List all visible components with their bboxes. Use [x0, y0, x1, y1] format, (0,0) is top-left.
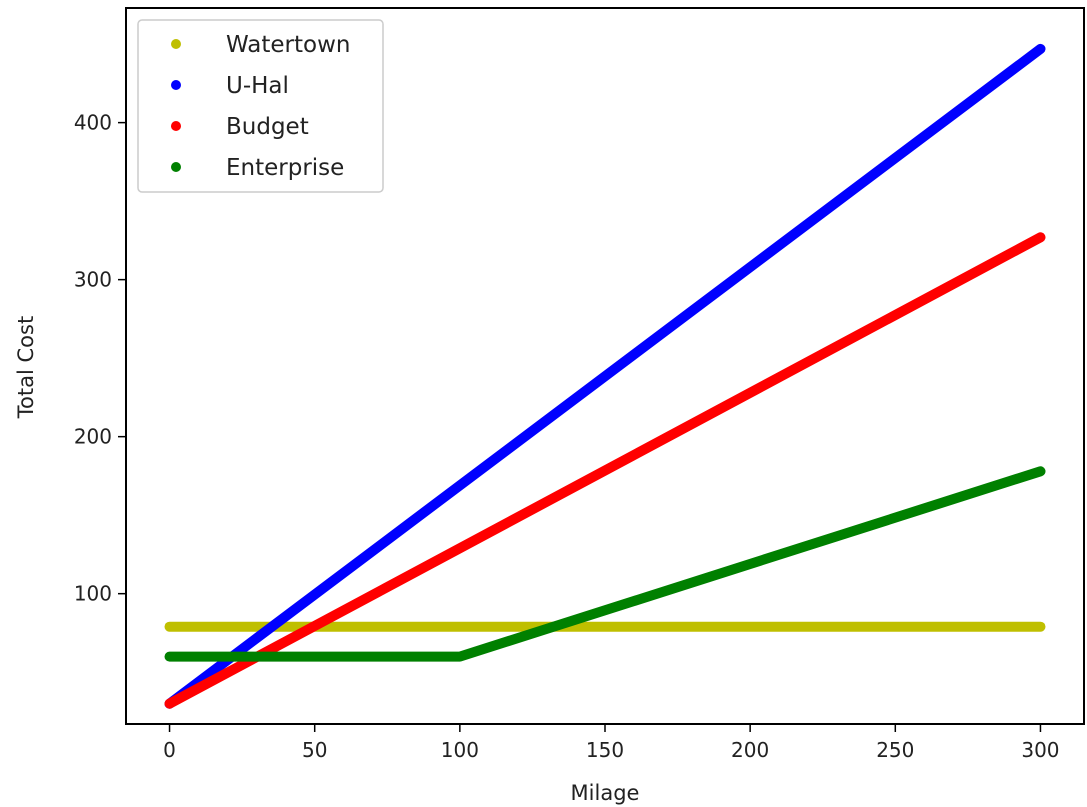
- x-tick-label: 50: [302, 738, 327, 762]
- x-axis-label: Milage: [571, 781, 640, 805]
- legend-marker-enterprise: [171, 162, 181, 172]
- legend-marker-u-hal: [171, 80, 181, 90]
- y-tick-label: 200: [74, 425, 112, 449]
- y-tick-label: 300: [74, 268, 112, 292]
- legend: Watertown U-Hal Budget Enterprise: [137, 19, 384, 193]
- legend-label-u-hal: U-Hal: [226, 73, 289, 99]
- legend-label-budget: Budget: [226, 114, 309, 140]
- y-tick-label: 400: [74, 111, 112, 135]
- series-enterprise: [164, 466, 1046, 662]
- y-tick-label: 100: [74, 582, 112, 606]
- legend-marker-watertown: [171, 39, 181, 49]
- legend-label-enterprise: Enterprise: [226, 155, 344, 181]
- x-tick-label: 200: [731, 738, 769, 762]
- legend-marker-budget: [171, 121, 181, 131]
- y-axis-label: Total Cost: [14, 316, 38, 419]
- x-tick-label: 0: [163, 738, 176, 762]
- x-tick-label: 300: [1021, 738, 1059, 762]
- legend-box: [137, 19, 384, 193]
- series-u-hal: [164, 43, 1046, 709]
- x-axis: 0 50 100 150 200 250 300: [163, 724, 1060, 762]
- legend-label-watertown: Watertown: [226, 32, 350, 58]
- series-budget: [164, 232, 1046, 709]
- x-tick-label: 150: [586, 738, 624, 762]
- x-tick-label: 100: [441, 738, 479, 762]
- x-tick-label: 250: [876, 738, 914, 762]
- series-layer: [164, 43, 1046, 709]
- y-axis: 100 200 300 400: [74, 111, 126, 606]
